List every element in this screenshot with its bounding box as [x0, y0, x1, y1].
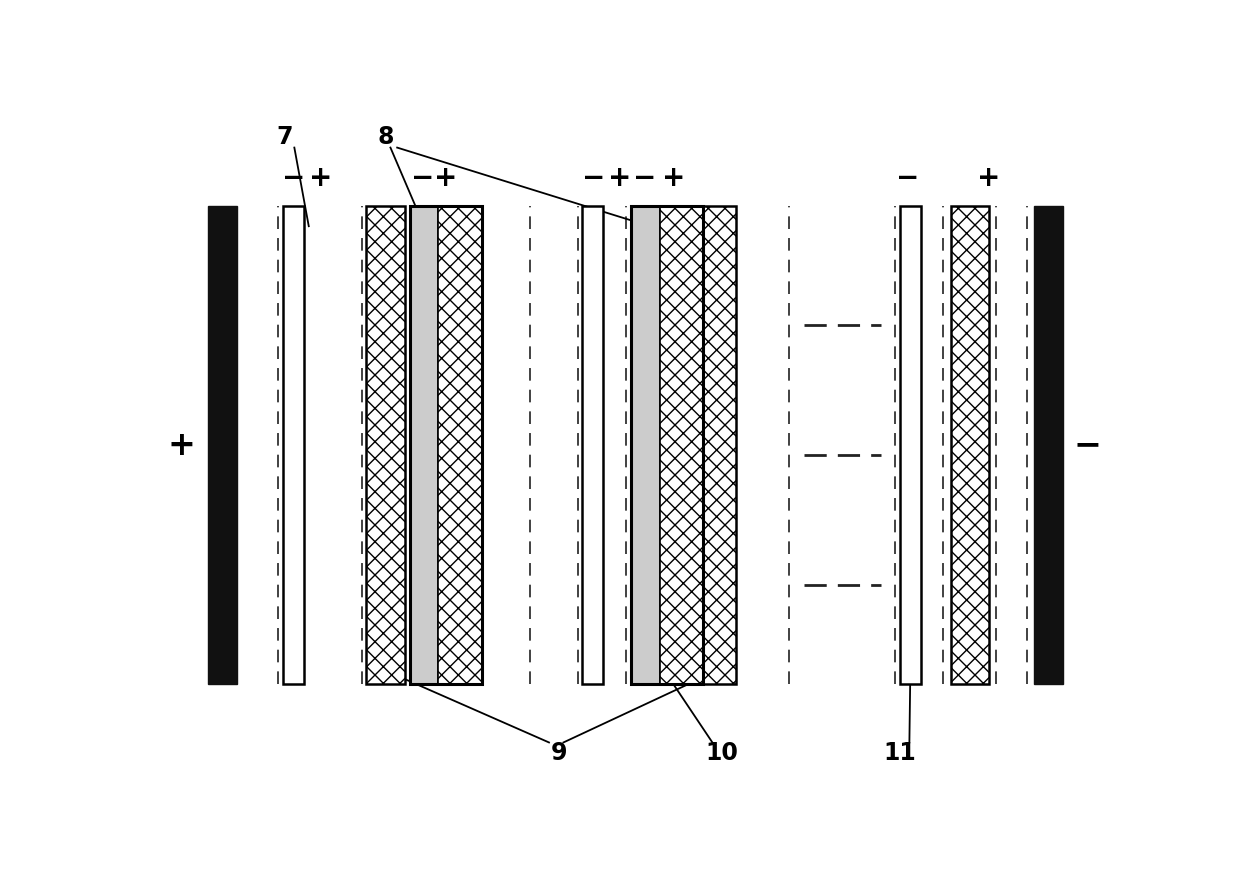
Text: −: −	[582, 164, 605, 193]
Text: −: −	[1073, 429, 1101, 462]
Text: 11: 11	[883, 741, 916, 765]
Bar	[439, 206, 482, 685]
Bar	[660, 206, 703, 685]
Bar	[951, 206, 990, 685]
Bar	[900, 206, 921, 685]
Bar	[1034, 206, 1063, 685]
Text: +: +	[434, 164, 458, 193]
Bar	[409, 206, 481, 685]
Text: 8: 8	[377, 125, 394, 149]
Text: 9: 9	[551, 741, 567, 765]
Text: +: +	[167, 429, 195, 462]
Text: −: −	[410, 164, 434, 193]
Text: +: +	[977, 164, 1001, 193]
Text: +: +	[609, 164, 632, 193]
Text: 7: 7	[277, 125, 293, 149]
Bar	[631, 206, 660, 685]
Bar	[409, 206, 439, 685]
Bar	[367, 206, 404, 685]
Text: −: −	[281, 164, 305, 193]
Bar	[208, 206, 237, 685]
Text: −: −	[895, 164, 919, 193]
Bar	[582, 206, 603, 685]
Bar	[698, 206, 737, 685]
Bar	[283, 206, 304, 685]
Bar	[631, 206, 703, 685]
Text: −: −	[634, 164, 657, 193]
Text: 10: 10	[706, 741, 739, 765]
Text: +: +	[309, 164, 332, 193]
Text: +: +	[662, 164, 686, 193]
